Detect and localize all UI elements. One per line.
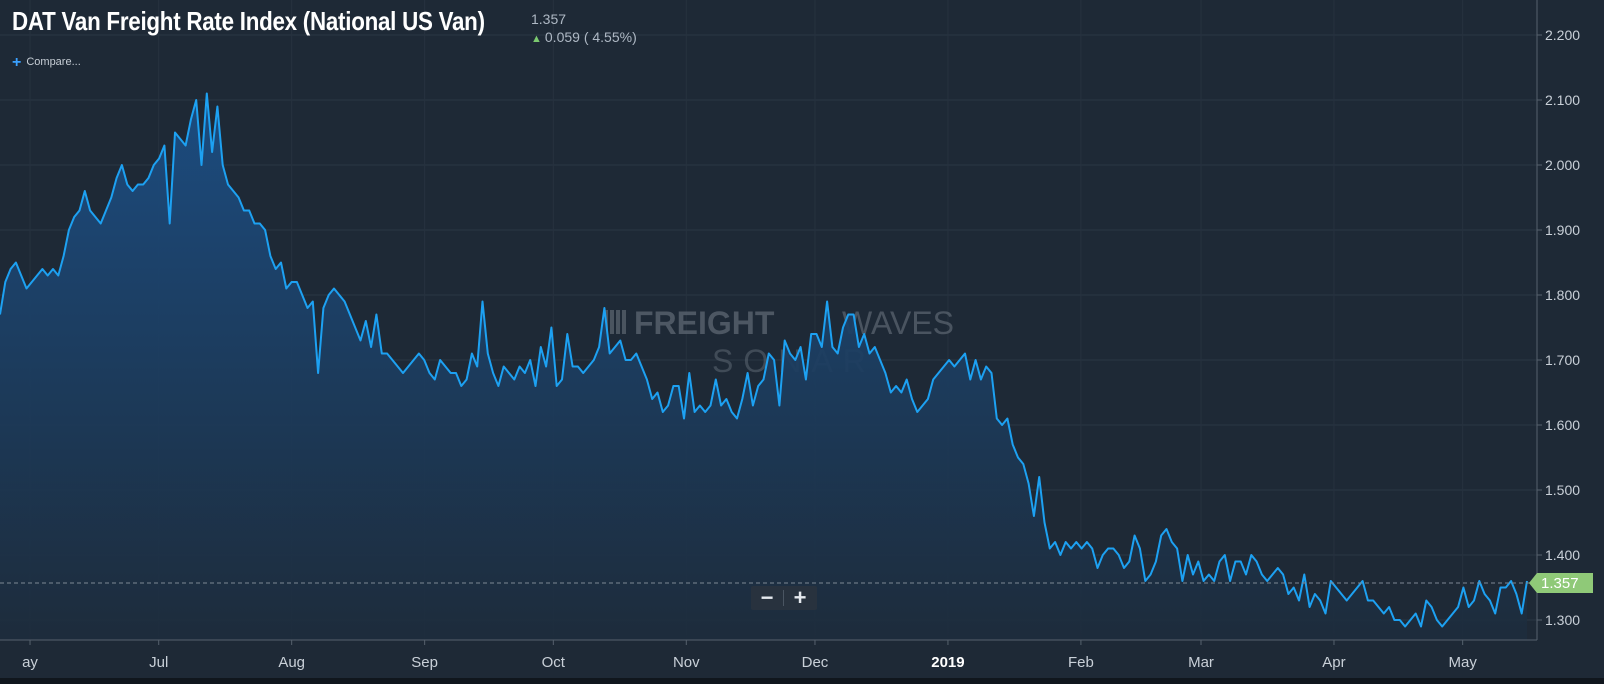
- x-tick-label: Oct: [542, 654, 566, 671]
- current-price-label: 1.357: [1541, 575, 1579, 592]
- bottom-strip: [0, 678, 1604, 684]
- watermark-brand-bold: FREIGHT: [634, 305, 775, 341]
- current-price-badge: 1.357: [1529, 572, 1593, 593]
- zoom-out-button[interactable]: −: [760, 585, 774, 610]
- x-tick-label: 2019: [931, 654, 964, 671]
- compare-button[interactable]: + Compare...: [12, 54, 81, 72]
- y-tick-label: 2.200: [1545, 27, 1580, 43]
- plus-icon: +: [12, 54, 22, 71]
- x-tick-label: Jul: [149, 654, 168, 671]
- x-tick-label: Sep: [411, 654, 438, 671]
- compare-label: Compare...: [26, 56, 81, 68]
- x-tick-label: Apr: [1322, 654, 1345, 671]
- y-tick-label: 1.700: [1545, 352, 1580, 368]
- x-tick-label: ay: [22, 654, 38, 671]
- x-axis-ticks: ay Jul Aug Sep Oct Nov Dec 2019 Feb Mar Apr May: [22, 640, 1477, 671]
- x-tick-label: Mar: [1188, 654, 1214, 671]
- y-tick-label: 1.500: [1545, 482, 1580, 498]
- y-tick-label: 1.800: [1545, 287, 1580, 303]
- x-tick-label: May: [1448, 654, 1477, 671]
- x-tick-label: Nov: [673, 654, 700, 671]
- y-axis-ticks: 2.200 2.100 2.000 1.900 1.800 1.700 1.600 1.500…: [1537, 27, 1580, 628]
- watermark-brand-light: WAVES: [842, 305, 954, 341]
- x-tick-label: Dec: [802, 654, 829, 671]
- up-arrow-icon: ▲: [531, 33, 542, 45]
- y-tick-label: 2.000: [1545, 157, 1580, 173]
- y-tick-label: 2.100: [1545, 92, 1580, 108]
- freightwaves-sonar-watermark: FREIGHT WAVES SONAR: [604, 305, 954, 379]
- y-tick-label: 1.400: [1545, 547, 1580, 563]
- change-value: 0.059 ( 4.55%): [544, 29, 637, 45]
- quote-box: 1.357 ▲ 0.059 ( 4.55%): [531, 10, 637, 48]
- chart-title: DAT Van Freight Rate Index (National US …: [12, 6, 485, 36]
- zoom-controls: − +: [751, 586, 817, 610]
- series-line[interactable]: [0, 92, 1528, 628]
- x-tick-label: Aug: [278, 654, 305, 671]
- last-value: 1.357: [531, 11, 567, 27]
- zoom-separator: [783, 590, 784, 606]
- y-tick-label: 1.300: [1545, 612, 1580, 628]
- chart-header: DAT Van Freight Rate Index (National US …: [12, 6, 562, 37]
- zoom-in-button[interactable]: +: [793, 585, 807, 610]
- x-tick-label: Feb: [1068, 654, 1094, 671]
- y-tick-label: 1.900: [1545, 222, 1580, 238]
- series-area-fill: [0, 93, 1527, 640]
- y-tick-label: 1.600: [1545, 417, 1580, 433]
